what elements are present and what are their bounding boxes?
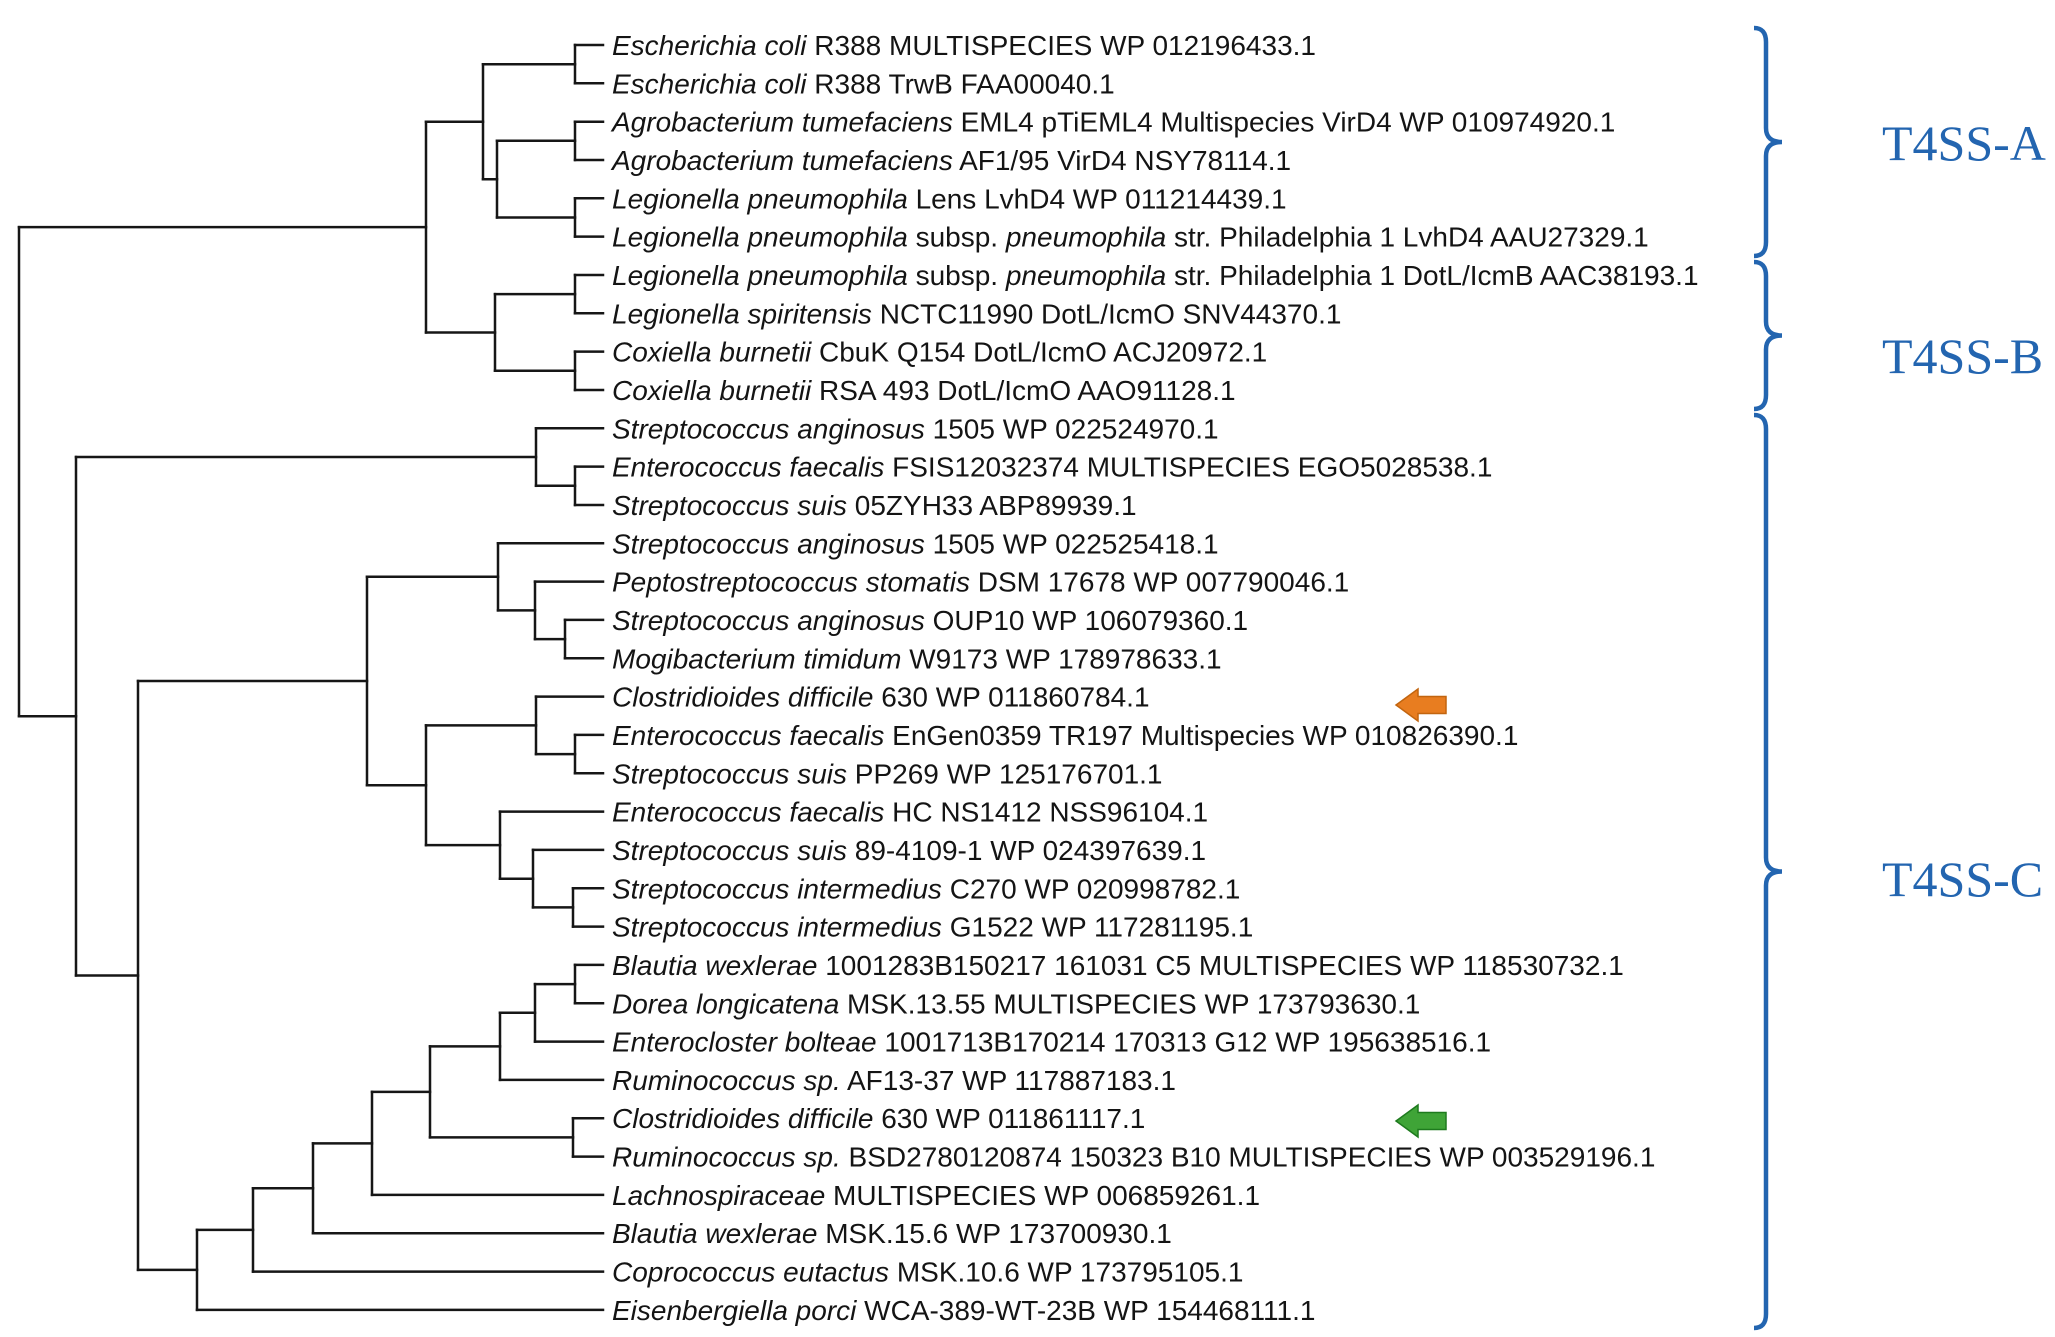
taxon-label: Coxiella burnetii CbuK Q154 DotL/IcmO AC… xyxy=(612,337,1267,368)
taxon-label: Enterococcus faecalis HC NS1412 NSS96104… xyxy=(612,797,1208,828)
taxon-label: Blautia wexlerae MSK.15.6 WP 173700930.1 xyxy=(612,1218,1172,1249)
green-arrow-icon xyxy=(1394,1103,1447,1139)
taxon-label: Streptococcus suis 05ZYH33 ABP89939.1 xyxy=(612,490,1137,521)
taxon-label: Coprococcus eutactus MSK.10.6 WP 1737951… xyxy=(612,1257,1243,1288)
taxon-label: Clostridioides difficile 630 WP 01186078… xyxy=(612,682,1150,713)
taxon-label: Agrobacterium tumefaciens EML4 pTiEML4 M… xyxy=(610,107,1615,138)
taxon-label: Peptostreptococcus stomatis DSM 17678 WP… xyxy=(612,567,1349,598)
tree-branches xyxy=(17,43,605,1312)
taxon-label: Legionella pneumophila subsp. pneumophil… xyxy=(612,222,1649,253)
taxon-label: Escherichia coli R388 MULTISPECIES WP 01… xyxy=(612,30,1316,61)
taxon-labels: Escherichia coli R388 MULTISPECIES WP 01… xyxy=(610,30,1699,1326)
taxon-label: Streptococcus intermedius C270 WP 020998… xyxy=(612,873,1240,904)
taxon-label: Clostridioides difficile 630 WP 01186111… xyxy=(612,1103,1145,1134)
clade-label-t4ss-c: T4SS-C xyxy=(1882,851,2043,907)
taxon-label: Streptococcus anginosus OUP10 WP 1060793… xyxy=(612,605,1248,636)
taxon-label: Legionella pneumophila Lens LvhD4 WP 011… xyxy=(612,183,1287,214)
taxon-label: Eisenbergiella porci WCA-389-WT-23B WP 1… xyxy=(612,1295,1315,1326)
taxon-label: Mogibacterium timidum W9173 WP 178978633… xyxy=(612,643,1222,674)
orange-arrow-icon xyxy=(1394,687,1447,723)
taxon-label: Dorea longicatena MSK.13.55 MULTISPECIES… xyxy=(612,988,1420,1019)
clade-bracket-t4ss-b xyxy=(1753,259,1783,412)
taxon-label: Legionella pneumophila subsp. pneumophil… xyxy=(612,260,1699,291)
taxon-label: Enterocloster bolteae 1001713B170214 170… xyxy=(612,1027,1491,1058)
taxon-label: Streptococcus intermedius G1522 WP 11728… xyxy=(612,912,1253,943)
taxon-label: Streptococcus anginosus 1505 WP 02252541… xyxy=(612,528,1219,559)
taxon-label: Coxiella burnetii RSA 493 DotL/IcmO AAO9… xyxy=(612,375,1236,406)
taxon-label: Enterococcus faecalis FSIS12032374 MULTI… xyxy=(612,452,1492,483)
clade-label-t4ss-a: T4SS-A xyxy=(1882,115,2046,171)
clade-bracket-t4ss-a xyxy=(1753,25,1783,259)
taxon-label: Streptococcus suis 89-4109-1 WP 02439763… xyxy=(612,835,1206,866)
taxon-label: Streptococcus anginosus 1505 WP 02252497… xyxy=(612,413,1219,444)
taxon-label: Blautia wexlerae 1001283B150217 161031 C… xyxy=(612,950,1624,981)
taxon-label: Enterococcus faecalis EnGen0359 TR197 Mu… xyxy=(612,720,1518,751)
taxon-label: Agrobacterium tumefaciens AF1/95 VirD4 N… xyxy=(610,145,1291,176)
taxon-label: Escherichia coli R388 TrwB FAA00040.1 xyxy=(612,68,1115,99)
taxon-label: Ruminococcus sp. AF13-37 WP 117887183.1 xyxy=(612,1065,1176,1096)
taxon-label: Ruminococcus sp. BSD2780120874 150323 B1… xyxy=(612,1142,1655,1173)
taxon-label: Lachnospiraceae MULTISPECIES WP 00685926… xyxy=(612,1180,1260,1211)
clade-bracket-t4ss-c xyxy=(1753,412,1783,1331)
taxon-label: Streptococcus suis PP269 WP 125176701.1 xyxy=(612,758,1163,789)
clade-label-t4ss-b: T4SS-B xyxy=(1882,328,2043,384)
taxon-label: Legionella spiritensis NCTC11990 DotL/Ic… xyxy=(612,298,1341,329)
